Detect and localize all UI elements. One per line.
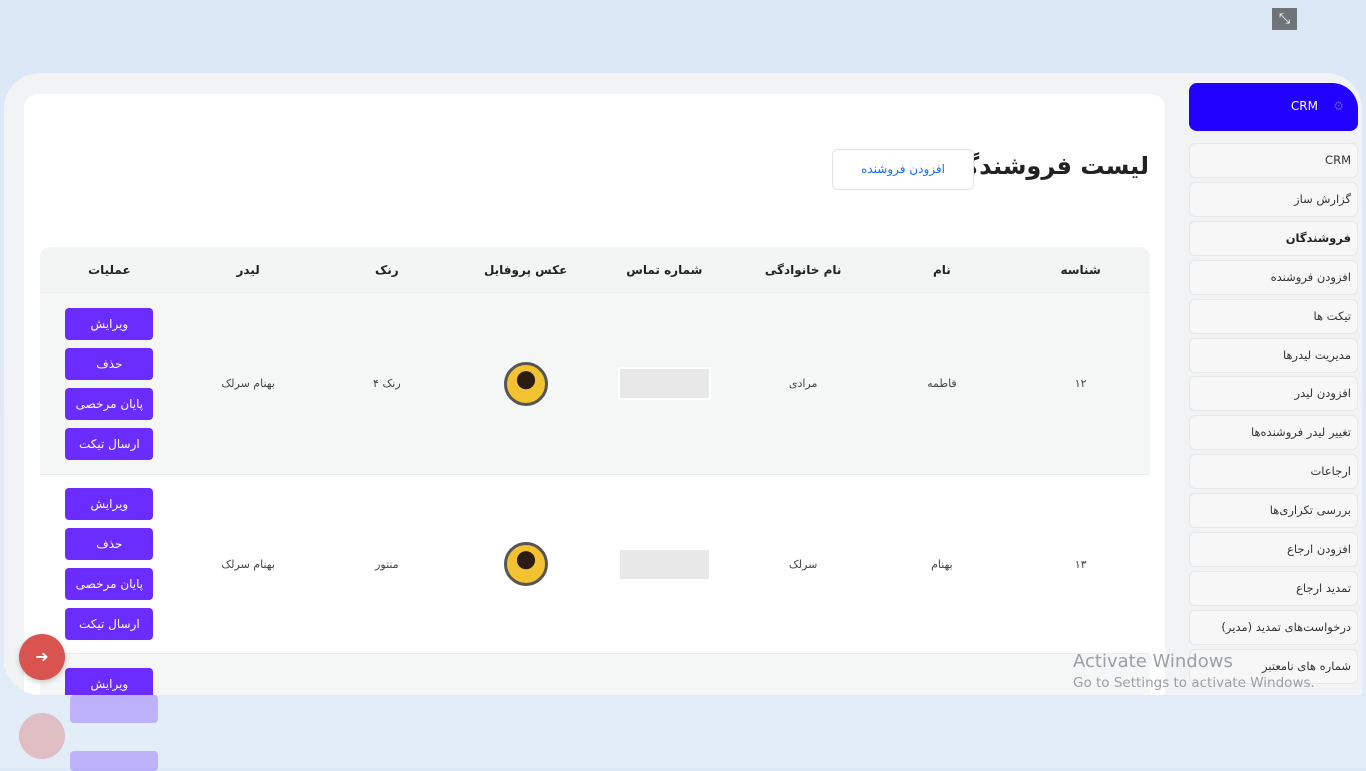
cell-phone: [595, 475, 734, 653]
cell-rank: منتور: [375, 557, 399, 571]
col-leader[interactable]: لیدر: [236, 262, 260, 277]
table-row: ۱۳ بهنام سرلک منتور بهنام سرلک ویرایش حذ…: [40, 475, 1150, 654]
phone-value: [617, 367, 711, 400]
cell-last-name: مرادی: [788, 377, 818, 390]
edit-button[interactable]: ویرایش: [65, 307, 154, 340]
phone-value: [617, 547, 711, 581]
col-phone[interactable]: شماره تماس: [626, 262, 703, 277]
users-icon: ⚙: [1333, 99, 1344, 113]
cell-rank: رنک ۴: [373, 377, 401, 390]
delete-button[interactable]: حذف: [65, 347, 154, 380]
cell-actions: ویرایش: [40, 654, 179, 695]
cell-leader: بهنام سرلک: [221, 377, 275, 390]
cell-first-name: بهنام: [931, 557, 953, 571]
cell-actions: ویرایش حذف پایان مرخصی ارسال تیکت: [40, 293, 179, 474]
cell-id: ۱۳: [1074, 557, 1087, 571]
col-rank[interactable]: رنک: [375, 262, 399, 277]
sidebar-item[interactable]: ارجاعات: [1189, 454, 1358, 490]
sidebar-item[interactable]: شماره های نامعتبر: [1189, 648, 1358, 684]
edit-button[interactable]: ویرایش: [65, 668, 154, 695]
avatar[interactable]: [503, 542, 548, 586]
cell-last-name: سرلک: [788, 557, 818, 571]
add-seller-button[interactable]: افزودن فروشنده: [832, 149, 974, 190]
exit-fullscreen-icon[interactable]: ⤡: [1272, 8, 1297, 30]
col-first-name[interactable]: نام: [932, 262, 951, 277]
edit-button[interactable]: ویرایش: [65, 488, 154, 520]
delete-button[interactable]: حذف: [65, 528, 154, 560]
sidebar-item[interactable]: تغییر لیدر فروشنده‌ها: [1189, 415, 1358, 451]
end-leave-button[interactable]: پایان مرخصی: [65, 568, 154, 600]
avatar[interactable]: [503, 361, 548, 406]
logout-button[interactable]: ➜: [19, 634, 65, 680]
watermark-title: Activate Windows: [1073, 651, 1233, 672]
col-actions: عملیات: [88, 262, 131, 277]
sidebar-item[interactable]: گزارش ساز: [1189, 181, 1358, 217]
sidebar-item[interactable]: تیکت ها: [1189, 298, 1358, 334]
end-leave-button[interactable]: پایان مرخصی: [65, 387, 154, 420]
sidebar-item[interactable]: CRM: [1189, 143, 1358, 178]
col-last-name[interactable]: نام خانوادگی: [764, 262, 842, 277]
send-ticket-button[interactable]: ارسال تیکت: [65, 608, 154, 640]
cell-phone: [595, 293, 734, 474]
send-ticket-button[interactable]: ارسال تیکت: [65, 427, 154, 460]
table-header: شناسه نام نام خانوادگی شماره تماس عکس پر…: [40, 247, 1150, 293]
sidebar-item[interactable]: افزودن لیدر: [1189, 376, 1358, 412]
sidebar-item[interactable]: مدیریت لیدرها: [1189, 337, 1358, 373]
reflection: [0, 695, 1366, 771]
cell-actions: ویرایش حذف پایان مرخصی ارسال تیکت: [40, 475, 179, 653]
cell-leader: بهنام سرلک: [221, 557, 275, 571]
content-card: لیست فروشندگان افزودن فروشنده شناسه نام …: [24, 94, 1165, 695]
sidebar-item[interactable]: بررسی تکراری‌ها: [1189, 493, 1358, 529]
sellers-table: شناسه نام نام خانوادگی شماره تماس عکس پر…: [40, 247, 1150, 695]
app-shell: لیست فروشندگان افزودن فروشنده شناسه نام …: [4, 73, 1362, 695]
cell-photo: [456, 475, 595, 653]
cell-id: ۱۲: [1074, 377, 1087, 390]
cell-photo: [456, 293, 595, 474]
sidebar-header-crm[interactable]: CRM ⚙: [1189, 83, 1358, 131]
cell-first-name: فاطمه: [927, 377, 957, 390]
col-id[interactable]: شناسه: [1060, 262, 1101, 277]
logout-icon: ➜: [35, 647, 49, 666]
activate-windows-watermark: Activate Windows Go to Settings to activ…: [1073, 651, 1315, 691]
sidebar-item[interactable]: درخواست‌های تمدید (مدیر): [1189, 609, 1358, 645]
sidebar-item[interactable]: تمدید ارجاع: [1189, 570, 1358, 606]
sidebar-item[interactable]: افزودن فروشنده: [1189, 259, 1358, 295]
col-photo[interactable]: عکس پروفایل: [483, 262, 568, 277]
sidebar-item[interactable]: افزودن ارجاع: [1189, 532, 1358, 567]
sidebar-item[interactable]: فروشندگان: [1189, 220, 1358, 256]
sidebar: CRM ⚙ CRM گزارش ساز فروشندگان افزودن فروشند…: [1189, 73, 1362, 695]
sidebar-header-label: CRM: [1290, 99, 1318, 113]
table-row: ویرایش: [40, 654, 1150, 695]
watermark-subtitle: Go to Settings to activate Windows.: [1073, 675, 1315, 691]
table-row: ۱۲ فاطمه مرادی رنک ۴ بهنام سرلک ویرایش ح…: [40, 293, 1150, 475]
